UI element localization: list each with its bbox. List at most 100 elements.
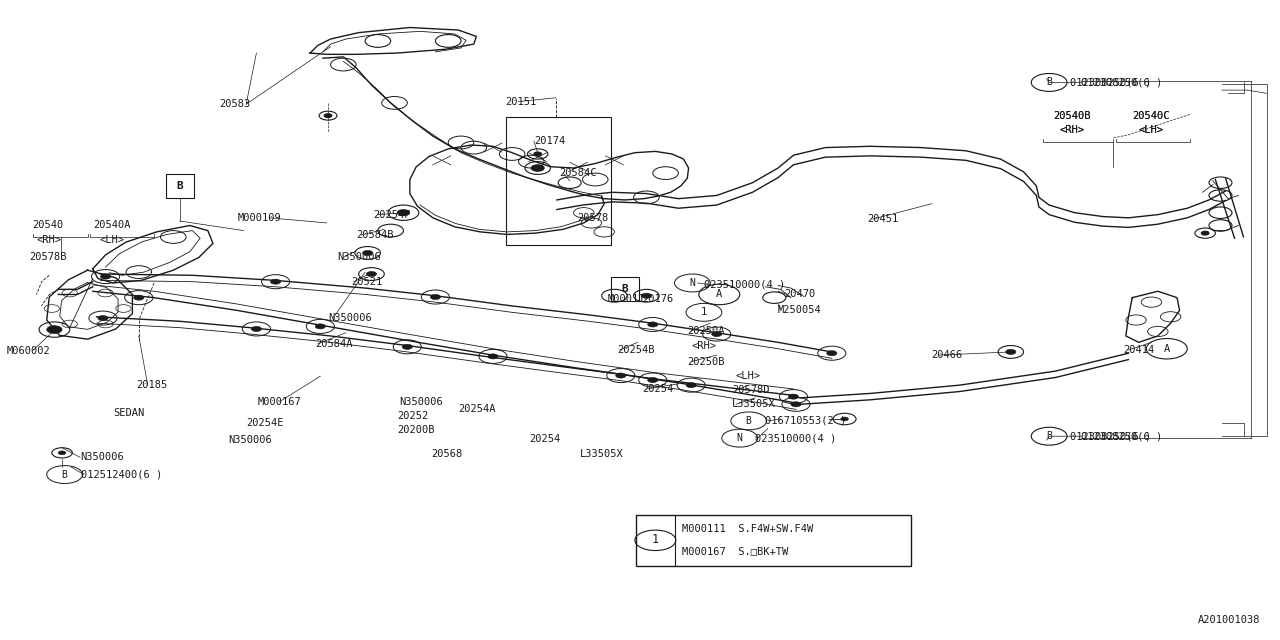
Circle shape: [47, 326, 61, 333]
Text: 20252: 20252: [397, 411, 429, 420]
Text: L33505X: L33505X: [580, 449, 623, 459]
Text: 20584B: 20584B: [356, 230, 394, 240]
Circle shape: [362, 250, 372, 255]
Text: 20578B: 20578B: [29, 252, 67, 262]
Text: 20254E: 20254E: [246, 419, 284, 428]
Text: B: B: [1046, 77, 1052, 88]
Text: 20540B: 20540B: [1053, 111, 1091, 121]
Text: N350006: N350006: [79, 452, 124, 462]
Text: 20174: 20174: [534, 136, 566, 146]
Text: <RH>: <RH>: [691, 340, 716, 351]
Text: N350006: N350006: [328, 313, 371, 323]
Text: 012308250(6 ): 012308250(6 ): [1082, 431, 1162, 441]
Text: M000167: M000167: [257, 397, 301, 407]
Circle shape: [366, 271, 376, 276]
Circle shape: [641, 293, 652, 298]
Text: M000167  S.□BK+TW: M000167 S.□BK+TW: [682, 547, 788, 557]
Text: M000109: M000109: [237, 213, 282, 223]
Text: B: B: [621, 284, 628, 294]
Text: 20254A: 20254A: [458, 404, 495, 415]
Text: 20254: 20254: [643, 384, 673, 394]
Circle shape: [788, 394, 799, 399]
Bar: [636, 515, 911, 566]
Text: 20470: 20470: [785, 289, 815, 300]
Text: 20414: 20414: [1124, 345, 1155, 355]
Text: M000111  S.F4W+SW.F4W: M000111 S.F4W+SW.F4W: [682, 524, 814, 534]
Circle shape: [100, 274, 110, 279]
Text: 20451: 20451: [868, 214, 899, 224]
Circle shape: [488, 354, 498, 359]
Text: 20540A: 20540A: [92, 221, 131, 230]
Text: 012308250(6 ): 012308250(6 ): [1070, 77, 1151, 88]
Text: A: A: [1164, 344, 1170, 354]
Text: 1: 1: [701, 307, 707, 317]
Circle shape: [430, 294, 440, 300]
Text: 20540: 20540: [33, 221, 64, 230]
Text: 023510000(4 ): 023510000(4 ): [755, 433, 836, 443]
Text: 012512400(6 ): 012512400(6 ): [81, 470, 163, 479]
Circle shape: [791, 402, 801, 407]
Text: L33505X: L33505X: [732, 399, 776, 410]
Circle shape: [315, 324, 325, 329]
Text: 20151: 20151: [506, 97, 536, 107]
Text: M060002: M060002: [8, 346, 51, 356]
Text: 20521: 20521: [351, 276, 383, 287]
Circle shape: [133, 295, 143, 300]
Text: 20254B: 20254B: [617, 345, 654, 355]
Text: N350006: N350006: [228, 435, 273, 445]
Text: 20176: 20176: [643, 294, 673, 304]
Text: <RH>: <RH>: [37, 235, 61, 245]
Circle shape: [616, 373, 626, 378]
Circle shape: [251, 326, 261, 332]
Text: 20466: 20466: [932, 350, 963, 360]
Text: 20200B: 20200B: [397, 425, 435, 435]
Text: 20250B: 20250B: [687, 356, 724, 367]
Text: 20250A: 20250A: [687, 326, 724, 336]
Text: 20254: 20254: [529, 435, 561, 444]
Text: A: A: [716, 289, 722, 300]
Text: <RH>: <RH>: [1060, 125, 1084, 134]
Text: N350006: N350006: [399, 397, 443, 407]
Circle shape: [534, 152, 541, 156]
Text: 20584A: 20584A: [315, 339, 353, 349]
Circle shape: [397, 209, 410, 216]
Text: <RH>: <RH>: [1060, 125, 1084, 134]
Circle shape: [841, 417, 849, 421]
Bar: [165, 173, 193, 198]
Text: <LH>: <LH>: [99, 235, 124, 245]
Text: <LH>: <LH>: [736, 371, 760, 381]
Text: M250054: M250054: [778, 305, 822, 316]
Circle shape: [270, 279, 280, 284]
Text: N: N: [690, 278, 695, 288]
Bar: [611, 277, 639, 301]
Circle shape: [58, 451, 65, 455]
Text: B: B: [1046, 431, 1052, 441]
Text: 016710553(2 ): 016710553(2 ): [765, 416, 846, 426]
Text: 1: 1: [652, 533, 659, 546]
Circle shape: [1202, 231, 1210, 235]
Text: 20578D: 20578D: [732, 385, 769, 396]
Text: 20584C: 20584C: [559, 168, 596, 178]
Text: 20540B: 20540B: [1053, 111, 1091, 121]
Circle shape: [1006, 349, 1016, 355]
Text: M00011: M00011: [608, 294, 645, 304]
Text: N: N: [737, 433, 742, 443]
Text: A201001038: A201001038: [1198, 615, 1260, 625]
Text: SEDAN: SEDAN: [113, 408, 145, 417]
Bar: [506, 117, 611, 244]
Text: B: B: [61, 470, 68, 479]
Circle shape: [402, 344, 412, 349]
Circle shape: [97, 316, 108, 321]
Circle shape: [827, 351, 837, 356]
Text: B: B: [177, 181, 183, 191]
Text: <LH>: <LH>: [1139, 125, 1164, 134]
Text: B: B: [746, 416, 751, 426]
Text: 20254F: 20254F: [372, 210, 411, 220]
Text: 20540C: 20540C: [1133, 111, 1170, 121]
Text: 012308250(6 ): 012308250(6 ): [1070, 431, 1151, 441]
Text: 20583: 20583: [219, 99, 250, 109]
Text: 20568: 20568: [431, 449, 463, 459]
Text: 20185: 20185: [136, 380, 168, 390]
Circle shape: [686, 383, 696, 388]
Text: <LH>: <LH>: [1139, 125, 1164, 134]
